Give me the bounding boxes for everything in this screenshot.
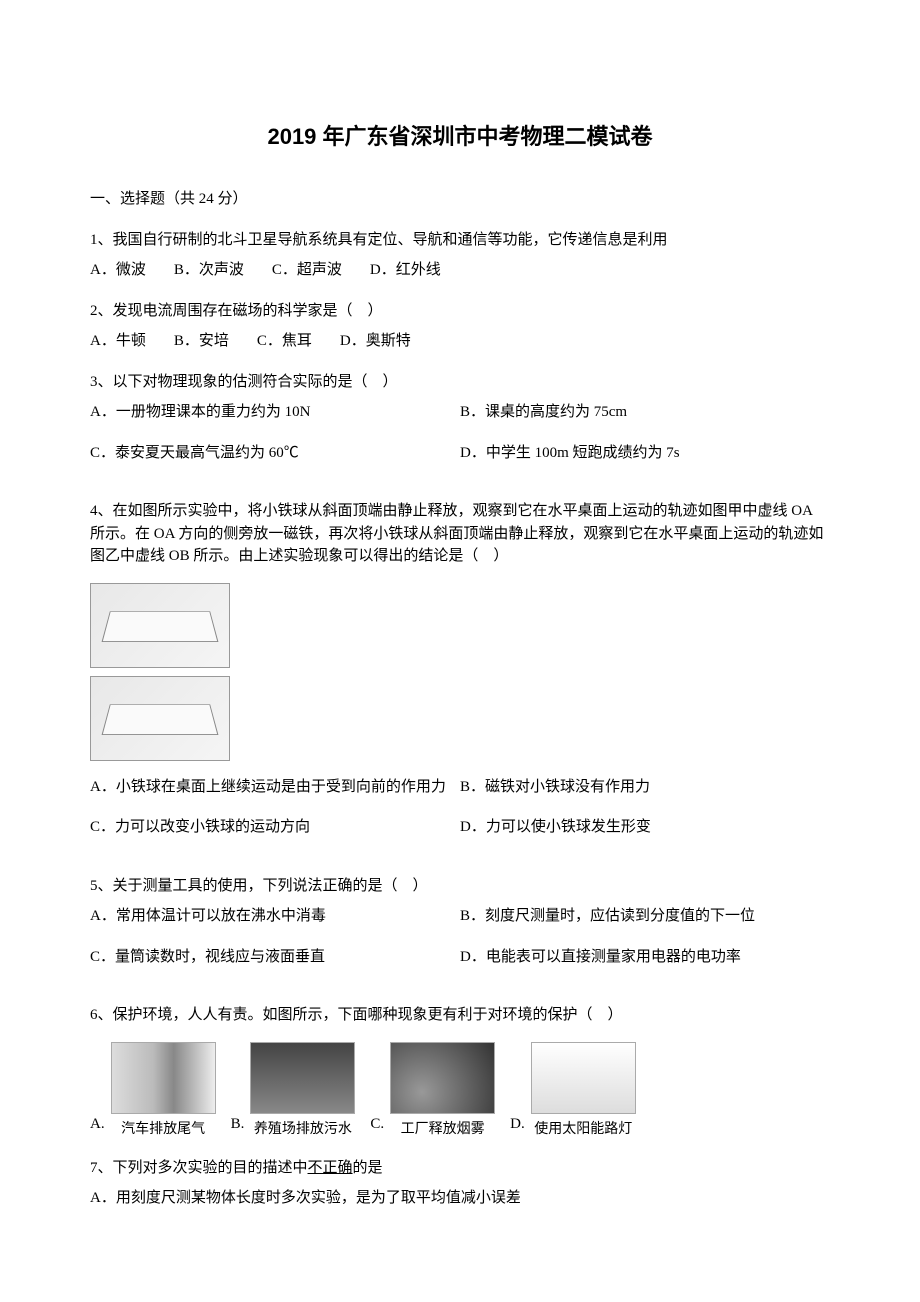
question-3: 3、以下对物理现象的估测符合实际的是（ ） A．一册物理课本的重力约为 10N … (90, 371, 830, 483)
question-5: 5、关于测量工具的使用，下列说法正确的是（ ） A．常用体温计可以放在沸水中消毒… (90, 875, 830, 987)
q4-figure-yi (90, 676, 230, 761)
q5-opt-d: D．电能表可以直接测量家用电器的电功率 (460, 946, 830, 969)
q6-a-letter: A. (90, 1113, 105, 1139)
q3-opt-d: D．中学生 100m 短跑成绩约为 7s (460, 442, 830, 465)
question-6: 6、保护环境，人人有责。如图所示，下面哪种现象更有利于对环境的保护（ ） A. … (90, 1004, 830, 1139)
q6-options: A. 汽车排放尾气 B. 养殖场排放污水 C. 工厂释放烟雾 D. 使 (90, 1042, 830, 1139)
q1-opt-c: C．超声波 (272, 259, 342, 282)
q6-opt-c: C. 工厂释放烟雾 (370, 1042, 495, 1139)
q2-opt-a: A．牛顿 (90, 330, 146, 353)
page-title: 2019 年广东省深圳市中考物理二模试卷 (90, 120, 830, 153)
q5-text: 5、关于测量工具的使用，下列说法正确的是（ ） (90, 875, 830, 898)
q4-opt-a: A．小铁球在桌面上继续运动是由于受到向前的作用力 (90, 776, 460, 799)
q6-d-image (531, 1042, 636, 1114)
question-7: 7、下列对多次实验的目的描述中不正确的是 A．用刻度尺测某物体长度时多次实验，是… (90, 1157, 830, 1210)
q6-d-caption: 使用太阳能路灯 (534, 1118, 632, 1139)
q5-opt-a: A．常用体温计可以放在沸水中消毒 (90, 905, 460, 928)
q3-text: 3、以下对物理现象的估测符合实际的是（ ） (90, 371, 830, 394)
q6-b-letter: B. (231, 1113, 245, 1139)
q1-opt-b: B．次声波 (174, 259, 244, 282)
q1-opt-d: D．红外线 (370, 259, 441, 282)
q2-text: 2、发现电流周围存在磁场的科学家是（ ） (90, 300, 830, 323)
q4-figure-jia (90, 583, 230, 668)
q4-opt-d: D．力可以使小铁球发生形变 (460, 816, 830, 839)
q5-options: A．常用体温计可以放在沸水中消毒 B．刻度尺测量时，应估读到分度值的下一位 C．… (90, 905, 830, 986)
q3-opt-a: A．一册物理课本的重力约为 10N (90, 401, 460, 424)
q6-b-caption: 养殖场排放污水 (254, 1118, 352, 1139)
q4-options: A．小铁球在桌面上继续运动是由于受到向前的作用力 B．磁铁对小铁球没有作用力 C… (90, 776, 830, 857)
q7-text-pre: 7、下列对多次实验的目的描述中 (90, 1160, 308, 1176)
q6-c-letter: C. (370, 1113, 384, 1139)
q6-d-figure: 使用太阳能路灯 (531, 1042, 636, 1139)
q7-text: 7、下列对多次实验的目的描述中不正确的是 (90, 1157, 830, 1180)
question-2: 2、发现电流周围存在磁场的科学家是（ ） A．牛顿 B．安培 C．焦耳 D．奥斯… (90, 300, 830, 353)
q4-text: 4、在如图所示实验中，将小铁球从斜面顶端由静止释放，观察到它在水平桌面上运动的轨… (90, 500, 830, 568)
q1-options: A．微波 B．次声波 C．超声波 D．红外线 (90, 259, 830, 282)
q6-opt-b: B. 养殖场排放污水 (231, 1042, 356, 1139)
q6-d-letter: D. (510, 1113, 525, 1139)
q1-text: 1、我国自行研制的北斗卫星导航系统具有定位、导航和通信等功能，它传递信息是利用 (90, 229, 830, 252)
q3-opt-b: B．课桌的高度约为 75cm (460, 401, 830, 424)
q3-opt-c: C．泰安夏天最高气温约为 60℃ (90, 442, 460, 465)
q6-text: 6、保护环境，人人有责。如图所示，下面哪种现象更有利于对环境的保护（ ） (90, 1004, 830, 1027)
q6-a-image (111, 1042, 216, 1114)
q3-options: A．一册物理课本的重力约为 10N B．课桌的高度约为 75cm C．泰安夏天最… (90, 401, 830, 482)
q6-a-figure: 汽车排放尾气 (111, 1042, 216, 1139)
q4-figures (90, 583, 830, 761)
q6-c-caption: 工厂释放烟雾 (401, 1118, 485, 1139)
q7-text-underline: 不正确 (308, 1160, 353, 1176)
q1-opt-a: A．微波 (90, 259, 146, 282)
q7-text-post: 的是 (353, 1160, 383, 1176)
q7-opt-a: A．用刻度尺测某物体长度时多次实验，是为了取平均值减小误差 (90, 1187, 830, 1210)
q6-b-figure: 养殖场排放污水 (250, 1042, 355, 1139)
q5-opt-b: B．刻度尺测量时，应估读到分度值的下一位 (460, 905, 830, 928)
q6-opt-a: A. 汽车排放尾气 (90, 1042, 216, 1139)
q2-options: A．牛顿 B．安培 C．焦耳 D．奥斯特 (90, 330, 830, 353)
q6-c-image (390, 1042, 495, 1114)
q2-opt-c: C．焦耳 (257, 330, 312, 353)
q2-opt-b: B．安培 (174, 330, 229, 353)
q5-opt-c: C．量筒读数时，视线应与液面垂直 (90, 946, 460, 969)
q2-opt-d: D．奥斯特 (340, 330, 411, 353)
q4-opt-b: B．磁铁对小铁球没有作用力 (460, 776, 830, 799)
q6-c-figure: 工厂释放烟雾 (390, 1042, 495, 1139)
q6-opt-d: D. 使用太阳能路灯 (510, 1042, 636, 1139)
q6-b-image (250, 1042, 355, 1114)
q6-a-caption: 汽车排放尾气 (121, 1118, 205, 1139)
q4-opt-c: C．力可以改变小铁球的运动方向 (90, 816, 460, 839)
question-1: 1、我国自行研制的北斗卫星导航系统具有定位、导航和通信等功能，它传递信息是利用 … (90, 229, 830, 282)
question-4: 4、在如图所示实验中，将小铁球从斜面顶端由静止释放，观察到它在水平桌面上运动的轨… (90, 500, 830, 857)
section-header: 一、选择题（共 24 分） (90, 188, 830, 211)
